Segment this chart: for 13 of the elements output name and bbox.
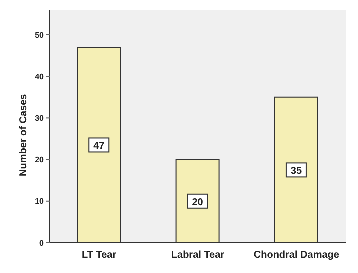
- data-label: 20: [192, 197, 204, 208]
- data-label: 47: [94, 141, 106, 152]
- y-tick-label: 50: [35, 30, 45, 40]
- data-label: 35: [290, 166, 302, 178]
- y-tick-label: 0: [40, 238, 45, 248]
- y-tick-label: 20: [35, 156, 45, 165]
- x-tick-label: Chondral Damage: [254, 250, 340, 262]
- x-tick-label: Labral Tear: [171, 250, 225, 262]
- y-axis-title: Number of Cases: [18, 94, 30, 176]
- y-tick-label: 40: [35, 72, 45, 82]
- y-tick-label: 10: [35, 197, 45, 206]
- y-tick-label: 30: [35, 114, 45, 124]
- x-tick-label: LT Tear: [82, 250, 117, 262]
